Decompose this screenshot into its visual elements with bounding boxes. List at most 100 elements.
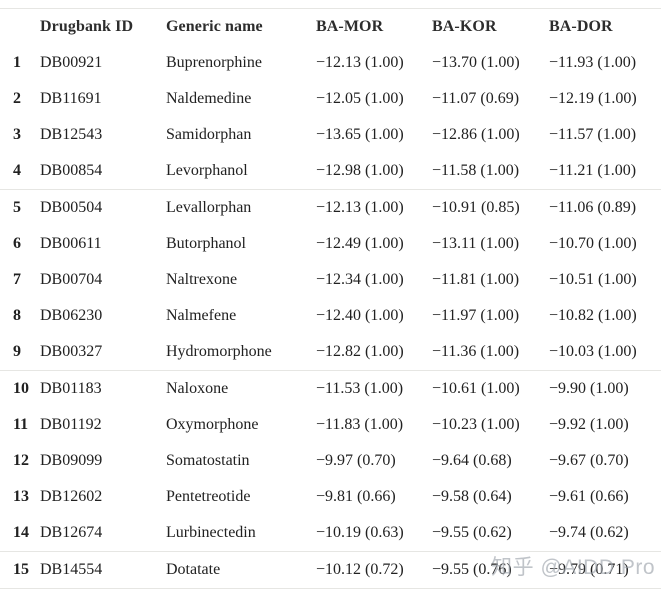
row-index-cell: 6 <box>13 235 21 252</box>
table-row: 5 DB00504 Levallorphan −12.13 (1.00) −10… <box>0 189 661 227</box>
drugbank-id-cell: DB00611 <box>40 235 102 252</box>
row-index-cell: 15 <box>13 561 29 578</box>
generic-name-cell: Lurbinectedin <box>166 524 256 541</box>
ba-kor-cell: −9.55 (0.76) <box>432 561 512 578</box>
ba-kor-cell: −11.07 (0.69) <box>432 90 520 107</box>
ba-kor-cell: −9.55 (0.62) <box>432 524 512 541</box>
ba-mor-cell: −12.98 (1.00) <box>316 162 404 179</box>
row-index-cell: 1 <box>13 54 21 71</box>
row-index-cell: 9 <box>13 343 21 360</box>
table-row: 14 DB12674 Lurbinectedin −10.19 (0.63) −… <box>0 515 661 552</box>
generic-name-cell: Pentetreotide <box>166 488 251 505</box>
column-header-ba-dor: BA-DOR <box>549 18 613 35</box>
drugbank-id-cell: DB00327 <box>40 343 103 360</box>
ba-mor-cell: −12.40 (1.00) <box>316 307 404 324</box>
ba-mor-cell: −9.81 (0.66) <box>316 488 396 505</box>
ba-mor-cell: −12.34 (1.00) <box>316 271 404 288</box>
drugbank-id-cell: DB01183 <box>40 380 102 397</box>
column-header-ba-mor: BA-MOR <box>316 18 384 35</box>
table-row: 10 DB01183 Naloxone −11.53 (1.00) −10.61… <box>0 370 661 408</box>
table-row: 8 DB06230 Nalmefene −12.40 (1.00) −11.97… <box>0 298 661 334</box>
table-row: 2 DB11691 Naldemedine −12.05 (1.00) −11.… <box>0 81 661 117</box>
ba-mor-cell: −12.13 (1.00) <box>316 199 404 216</box>
ba-kor-cell: −10.61 (1.00) <box>432 380 520 397</box>
ba-dor-cell: −9.90 (1.00) <box>549 380 629 397</box>
row-index-cell: 10 <box>13 380 29 397</box>
ba-dor-cell: −11.93 (1.00) <box>549 54 637 71</box>
ba-kor-cell: −9.58 (0.64) <box>432 488 512 505</box>
ba-mor-cell: −12.49 (1.00) <box>316 235 404 252</box>
generic-name-cell: Nalmefene <box>166 307 237 324</box>
ba-dor-cell: −9.61 (0.66) <box>549 488 629 505</box>
table-row: 13 DB12602 Pentetreotide −9.81 (0.66) −9… <box>0 479 661 515</box>
table-row: 4 DB00854 Levorphanol −12.98 (1.00) −11.… <box>0 153 661 190</box>
table-row: 15 DB14554 Dotatate −10.12 (0.72) −9.55 … <box>0 551 661 589</box>
drugbank-id-cell: DB00854 <box>40 162 103 179</box>
table-row: 6 DB00611 Butorphanol −12.49 (1.00) −13.… <box>0 226 661 262</box>
row-index-cell: 3 <box>13 126 21 143</box>
row-index-cell: 7 <box>13 271 21 288</box>
ba-kor-cell: −10.23 (1.00) <box>432 416 520 433</box>
ba-dor-cell: −9.74 (0.62) <box>549 524 629 541</box>
drugbank-id-cell: DB12674 <box>40 524 103 541</box>
generic-name-cell: Somatostatin <box>166 452 250 469</box>
generic-name-cell: Samidorphan <box>166 126 252 143</box>
table-row: 1 DB00921 Buprenorphine −12.13 (1.00) −1… <box>0 45 661 81</box>
ba-mor-cell: −10.12 (0.72) <box>316 561 404 578</box>
ba-kor-cell: −13.70 (1.00) <box>432 54 520 71</box>
ba-dor-cell: −11.06 (0.89) <box>549 199 637 216</box>
ba-dor-cell: −9.67 (0.70) <box>549 452 629 469</box>
column-header-index <box>0 9 40 46</box>
row-index-cell: 12 <box>13 452 29 469</box>
drugbank-id-cell: DB12543 <box>40 126 103 143</box>
ba-mor-cell: −10.19 (0.63) <box>316 524 404 541</box>
column-header-generic-name: Generic name <box>166 18 263 35</box>
row-index-cell: 2 <box>13 90 21 107</box>
drug-binding-affinity-table: Drugbank ID Generic name BA-MOR BA-KOR B… <box>0 8 661 589</box>
row-index-cell: 8 <box>13 307 21 324</box>
table-header-row: Drugbank ID Generic name BA-MOR BA-KOR B… <box>0 9 661 46</box>
ba-dor-cell: −10.03 (1.00) <box>549 343 637 360</box>
drugbank-id-cell: DB00504 <box>40 199 103 216</box>
ba-mor-cell: −12.82 (1.00) <box>316 343 404 360</box>
row-index-cell: 13 <box>13 488 29 505</box>
table-row: 11 DB01192 Oxymorphone −11.83 (1.00) −10… <box>0 407 661 443</box>
ba-kor-cell: −11.97 (1.00) <box>432 307 520 324</box>
generic-name-cell: Naldemedine <box>166 90 252 107</box>
generic-name-cell: Levallorphan <box>166 199 252 216</box>
ba-dor-cell: −10.82 (1.00) <box>549 307 637 324</box>
ba-kor-cell: −11.36 (1.00) <box>432 343 520 360</box>
ba-dor-cell: −12.19 (1.00) <box>549 90 637 107</box>
ba-kor-cell: −10.91 (0.85) <box>432 199 520 216</box>
generic-name-cell: Hydromorphone <box>166 343 272 360</box>
generic-name-cell: Levorphanol <box>166 162 248 179</box>
ba-dor-cell: −10.51 (1.00) <box>549 271 637 288</box>
ba-mor-cell: −11.53 (1.00) <box>316 380 404 397</box>
ba-mor-cell: −13.65 (1.00) <box>316 126 404 143</box>
column-header-ba-kor: BA-KOR <box>432 18 497 35</box>
drugbank-id-cell: DB12602 <box>40 488 103 505</box>
row-index-cell: 14 <box>13 524 29 541</box>
table-row: 3 DB12543 Samidorphan −13.65 (1.00) −12.… <box>0 117 661 153</box>
ba-dor-cell: −9.92 (1.00) <box>549 416 629 433</box>
table-row: 12 DB09099 Somatostatin −9.97 (0.70) −9.… <box>0 443 661 479</box>
drugbank-id-cell: DB06230 <box>40 307 103 324</box>
generic-name-cell: Naloxone <box>166 380 229 397</box>
ba-kor-cell: −9.64 (0.68) <box>432 452 512 469</box>
ba-kor-cell: −12.86 (1.00) <box>432 126 520 143</box>
drugbank-id-cell: DB00704 <box>40 271 103 288</box>
column-header-drugbank-id: Drugbank ID <box>40 18 134 35</box>
drugbank-id-cell: DB14554 <box>40 561 103 578</box>
generic-name-cell: Buprenorphine <box>166 54 262 71</box>
ba-kor-cell: −13.11 (1.00) <box>432 235 520 252</box>
table-row: 9 DB00327 Hydromorphone −12.82 (1.00) −1… <box>0 334 661 371</box>
ba-dor-cell: −9.79 (0.71) <box>549 561 629 578</box>
drugbank-id-cell: DB09099 <box>40 452 103 469</box>
drugbank-id-cell: DB00921 <box>40 54 103 71</box>
generic-name-cell: Dotatate <box>166 561 221 578</box>
ba-mor-cell: −12.05 (1.00) <box>316 90 404 107</box>
ba-dor-cell: −11.21 (1.00) <box>549 162 637 179</box>
ba-mor-cell: −12.13 (1.00) <box>316 54 404 71</box>
ba-kor-cell: −11.81 (1.00) <box>432 271 520 288</box>
